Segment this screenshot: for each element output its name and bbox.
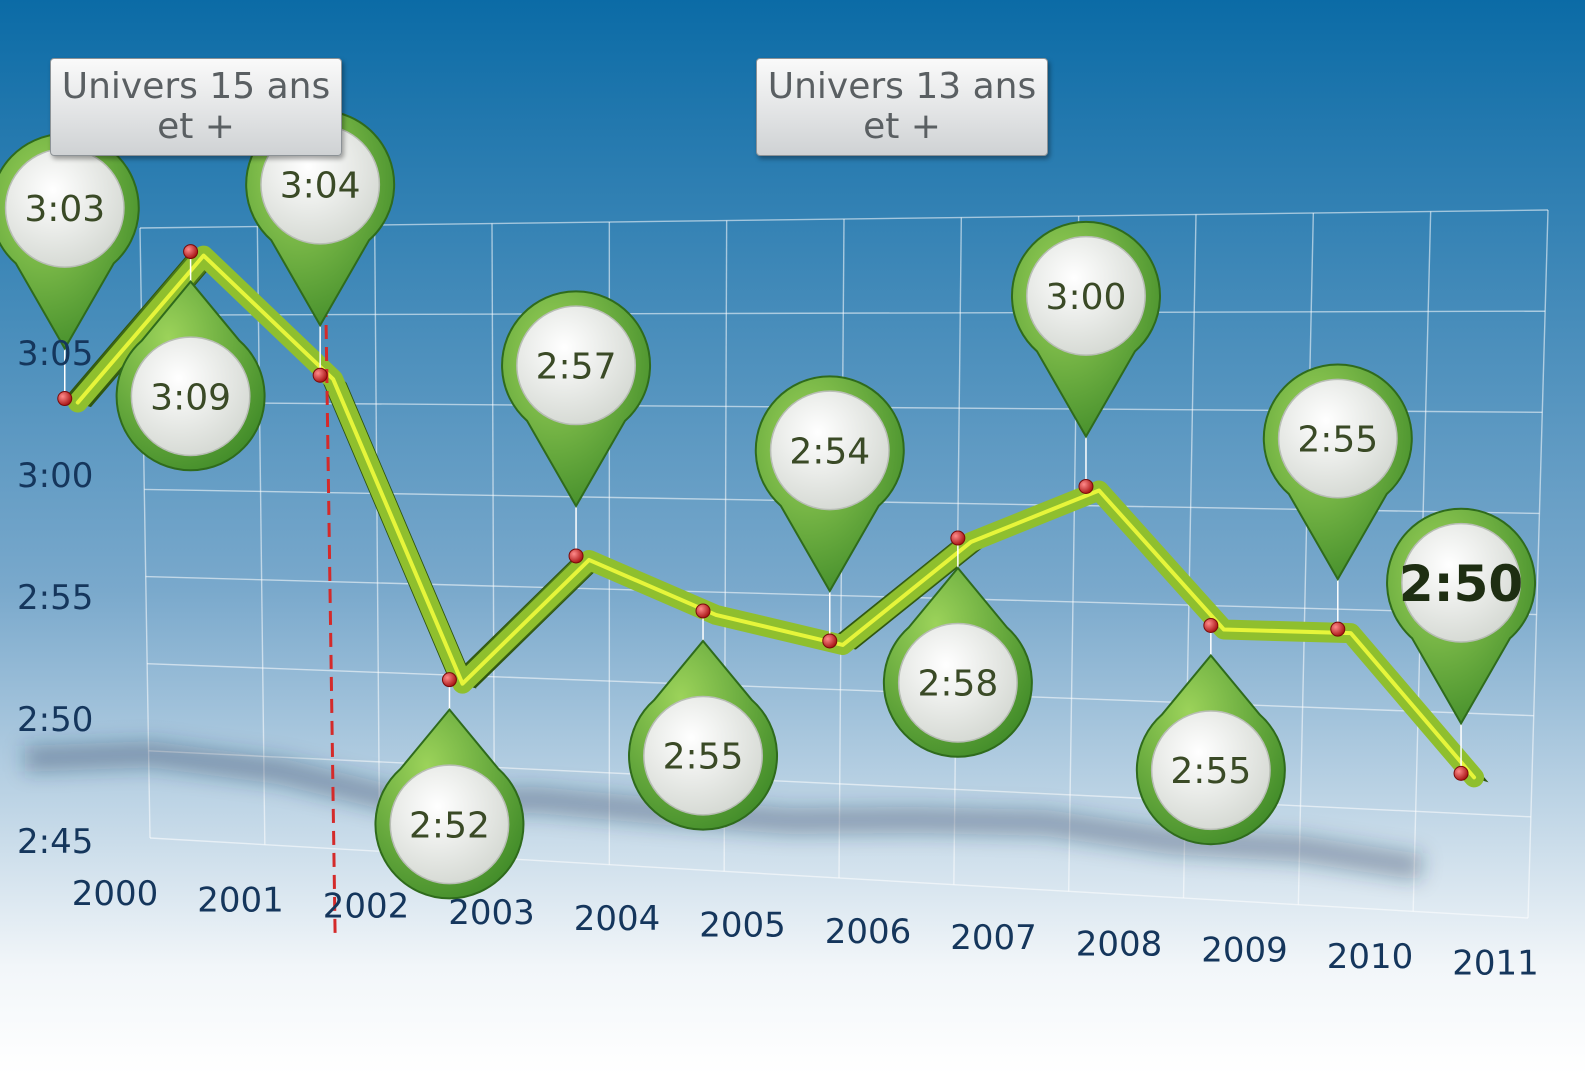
x-tick-label: 2011 [1452,943,1539,983]
x-tick-label: 2004 [574,899,661,939]
series-ribbon [63,245,1489,788]
data-label: 2:55 [1297,420,1378,461]
y-tick-label: 2:45 [17,822,93,862]
y-axis-ticks: 3:05 3:00 2:55 2:50 2:45 [17,334,93,862]
data-label-pin: 2:52 [374,708,525,900]
data-point [695,603,711,619]
data-point [1203,617,1219,633]
data-label-pin: 3:00 [1011,220,1161,439]
annotation-univers-15-line1: Univers 15 ans [61,66,331,107]
data-point [950,530,966,546]
x-tick-label: 2005 [699,906,786,946]
data-label: 2:52 [409,805,490,846]
grid-line-vertical [373,224,381,852]
grid-line-horizontal [147,663,1534,717]
pin-disc [1277,378,1398,499]
data-label-pin: 2:50 [1386,507,1537,726]
pin-disc [1150,710,1271,831]
pin-disc [1026,235,1146,356]
y-tick-label: 3:00 [17,456,93,496]
data-label: 2:55 [1170,751,1251,792]
data-label-pin: 2:58 [882,566,1033,758]
pin-disc [897,622,1018,743]
data-point [183,244,199,260]
grid-line-horizontal [148,750,1531,818]
data-point [441,672,457,688]
data-labels: 3:03 3:09 3:04 2:52 2:57 2:55 2:54 2:58 3:00 2:55… [0,109,1537,900]
data-label: 3:04 [280,166,361,207]
x-tick-label: 2007 [950,918,1037,958]
pin-disc [130,336,251,457]
grid-line-vertical [256,226,266,845]
data-point [312,367,328,383]
x-tick-label: 2006 [825,912,912,952]
data-point [568,548,584,564]
pin-disc [643,695,763,816]
grid-line-vertical [1527,209,1549,919]
data-label: 3:03 [24,189,105,230]
x-tick-label: 2009 [1201,931,1288,971]
annotation-univers-13-line2: et + [863,106,941,147]
annotation-univers-13-line1: Univers 13 ans [767,66,1037,107]
data-label: 2:58 [917,664,998,705]
pin-stems [64,251,1462,774]
pin-disc [769,390,890,511]
y-tick-label: 3:05 [17,334,93,374]
data-label-pin: 3:03 [0,132,140,351]
pin-disc [516,305,637,426]
y-tick-label: 2:55 [17,578,93,618]
series-line-highlight [75,253,1477,780]
grid-line-vertical [491,223,496,859]
data-label-pin: 2:55 [1262,363,1413,582]
x-tick-label: 2008 [1076,924,1163,964]
x-tick-label: 2002 [323,887,410,927]
data-label-pin: 2:55 [1135,653,1286,846]
grid-line-horizontal [141,310,1546,316]
data-point [1330,621,1346,637]
pin-disc [389,764,510,885]
data-label: 3:09 [150,377,231,418]
annotation-univers-15: Univers 15 ans et + [50,58,342,156]
data-label-pin: 2:57 [501,290,652,508]
annotation-univers-15-line2: et + [157,106,235,147]
annotation-univers-13: Univers 13 ans et + [756,58,1048,156]
data-label: 2:55 [663,737,744,778]
data-points [57,244,1469,781]
data-label-pin: 2:55 [628,639,779,831]
grid-line-vertical [1297,212,1315,905]
grid-line-horizontal [145,575,1537,616]
data-label: 2:50 [1399,555,1523,613]
data-point [1078,478,1094,494]
data-label-pin: 3:09 [115,279,266,472]
data-label: 2:54 [789,431,870,472]
x-axis-ticks: 2000 2001 2002 2003 2004 2005 2006 2007 2008 2009… [72,874,1539,983]
x-tick-label: 2000 [72,874,159,914]
data-point [57,391,73,407]
y-tick-label: 2:50 [17,700,93,740]
x-tick-label: 2003 [448,893,535,933]
data-label: 3:00 [1046,277,1127,318]
data-label-pin: 2:54 [754,375,905,593]
x-tick-label: 2010 [1327,937,1414,977]
data-point [822,633,838,649]
x-tick-label: 2001 [197,880,284,920]
data-point [1453,765,1469,781]
data-label: 2:57 [536,346,617,387]
pin-disc [1401,522,1522,643]
